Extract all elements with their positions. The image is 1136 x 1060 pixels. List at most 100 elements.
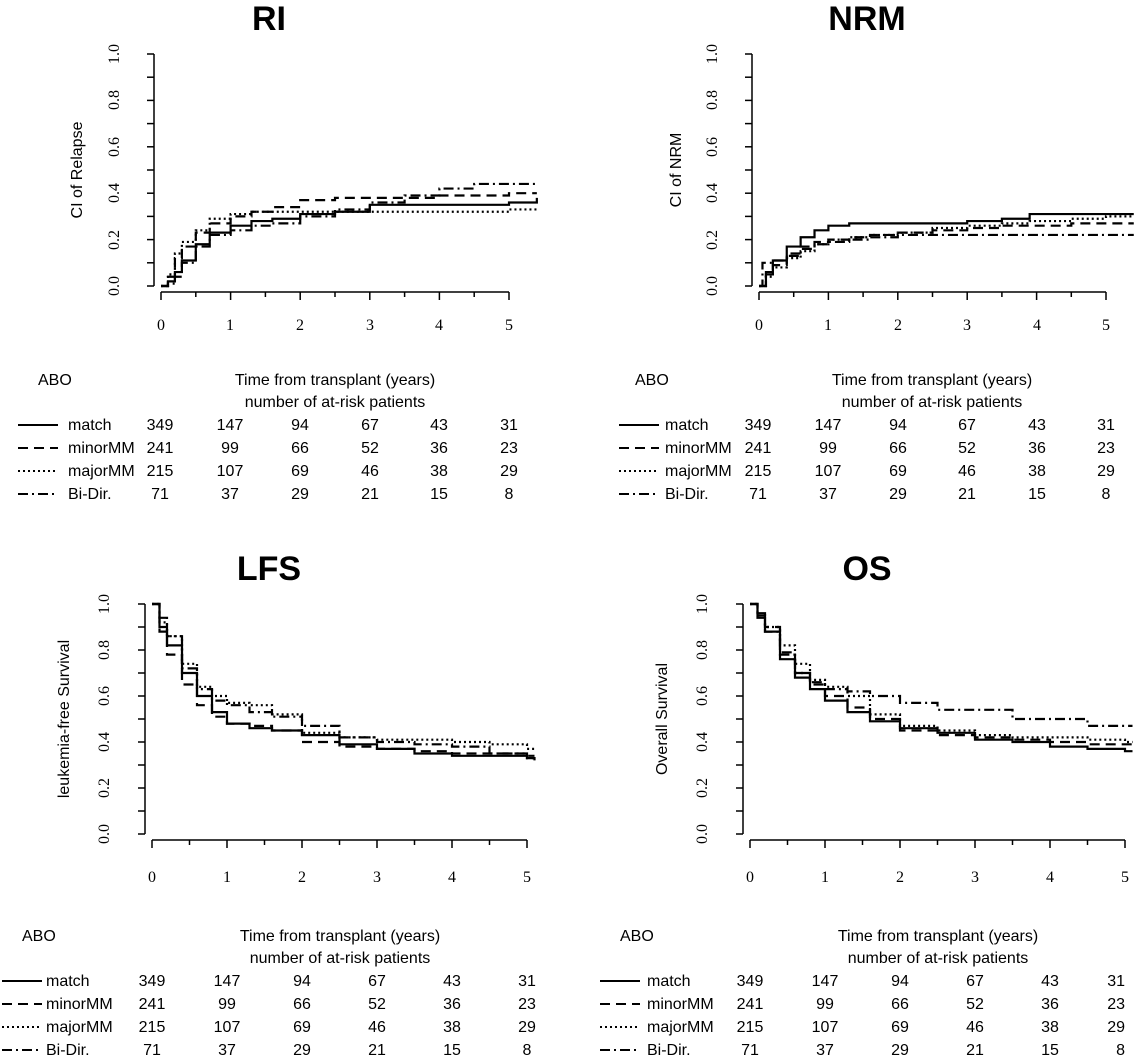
at-risk-count: 29: [293, 1042, 311, 1059]
chart-title: OS: [842, 550, 891, 588]
y-tick-label: 0.6: [96, 686, 113, 706]
at-risk-count: 147: [217, 417, 244, 434]
legend-label: Bi-Dir.: [665, 486, 709, 503]
plot-area-nrm: [745, 53, 1134, 300]
at-risk-count: 37: [218, 1042, 236, 1059]
at-risk-count: 43: [1028, 417, 1046, 434]
at-risk-count: 69: [891, 1019, 909, 1036]
at-risk-count: 46: [368, 1019, 386, 1036]
at-risk-count: 29: [1097, 463, 1115, 480]
x-tick-label: 2: [296, 317, 304, 334]
at-risk-count: 349: [737, 973, 764, 990]
at-risk-count: 29: [518, 1019, 536, 1036]
y-tick-label: 0.8: [704, 90, 721, 110]
y-axis-label: leukemia-free Survival: [56, 640, 73, 798]
at-risk-count: 29: [1107, 1019, 1125, 1036]
x-tick-label: 0: [148, 869, 156, 886]
risk-table-subheader: number of at-risk patients: [842, 394, 1023, 411]
chart-title: NRM: [828, 0, 905, 38]
at-risk-count: 36: [1041, 996, 1059, 1013]
x-tick-label: 0: [746, 869, 754, 886]
at-risk-count: 52: [361, 440, 379, 457]
at-risk-count: 349: [139, 973, 166, 990]
at-risk-count: 241: [139, 996, 166, 1013]
x-tick-label: 4: [448, 869, 456, 886]
at-risk-count: 38: [1028, 463, 1046, 480]
y-tick-label: 0.4: [694, 732, 711, 752]
at-risk-count: 94: [891, 973, 909, 990]
at-risk-count: 99: [221, 440, 239, 457]
series-line-majormm: [750, 602, 1133, 744]
at-risk-count: 94: [293, 973, 311, 990]
risk-group-label: ABO: [635, 372, 669, 389]
at-risk-count: 38: [1041, 1019, 1059, 1036]
legend-label: minorMM: [647, 996, 714, 1013]
x-tick-label: 5: [505, 317, 513, 334]
at-risk-count: 21: [361, 486, 379, 503]
x-tick-label: 4: [1046, 869, 1054, 886]
at-risk-count: 52: [966, 996, 984, 1013]
at-risk-count: 15: [430, 486, 448, 503]
x-tick-label: 4: [435, 317, 443, 334]
series-line-majormm: [759, 215, 1134, 288]
at-risk-count: 31: [1107, 973, 1125, 990]
y-tick-label: 0.8: [106, 90, 123, 110]
y-tick-label: 1.0: [694, 594, 711, 614]
at-risk-count: 215: [147, 463, 174, 480]
x-tick-labels: 0 1 2 3 4 5: [148, 869, 531, 886]
y-tick-label: 0.2: [106, 230, 123, 250]
x-tick-labels: 0 1 2 3 4 5: [157, 317, 513, 334]
x-axis-label: Time from transplant (years): [240, 928, 440, 945]
y-tick-label: 0.0: [704, 276, 721, 296]
y-tick-label: 0.4: [704, 183, 721, 203]
at-risk-count: 37: [816, 1042, 834, 1059]
at-risk-count: 241: [737, 996, 764, 1013]
at-risk-count: 66: [293, 996, 311, 1013]
y-tick-label: 0.6: [106, 137, 123, 157]
at-risk-count: 43: [1041, 973, 1059, 990]
x-tick-labels: 0 1 2 3 4 5: [746, 869, 1129, 886]
risk-group-label: ABO: [620, 928, 654, 945]
at-risk-count: 29: [889, 486, 907, 503]
series-line-bidir: [152, 602, 536, 761]
at-risk-count: 71: [151, 486, 169, 503]
risk-table-rows: match 349 147 94 67 43 31 minorMM 241 99 66 52 36 23 m…: [619, 417, 1115, 503]
at-risk-count: 241: [147, 440, 174, 457]
y-tick-label: 0.2: [694, 778, 711, 798]
legend-label: minorMM: [68, 440, 135, 457]
at-risk-count: 31: [518, 973, 536, 990]
at-risk-count: 15: [1041, 1042, 1059, 1059]
series-line-match: [161, 197, 538, 288]
x-tick-label: 0: [157, 317, 165, 334]
at-risk-count: 21: [966, 1042, 984, 1059]
series-line-bidir: [750, 602, 1133, 727]
legend-label: match: [647, 973, 691, 990]
at-risk-count: 215: [139, 1019, 166, 1036]
at-risk-count: 349: [147, 417, 174, 434]
at-risk-count: 71: [143, 1042, 161, 1059]
at-risk-count: 38: [443, 1019, 461, 1036]
at-risk-count: 15: [1028, 486, 1046, 503]
at-risk-count: 8: [1102, 486, 1111, 503]
at-risk-count: 23: [500, 440, 518, 457]
y-tick-labels: 0.0 0.2 0.4 0.6 0.8 1.0: [106, 44, 123, 296]
y-tick-label: 0.2: [704, 230, 721, 250]
at-risk-count: 31: [1097, 417, 1115, 434]
legend-label: Bi-Dir.: [68, 486, 112, 503]
risk-table-subheader: number of at-risk patients: [848, 950, 1029, 967]
at-risk-count: 8: [523, 1042, 532, 1059]
legend-label: match: [68, 417, 112, 434]
y-tick-label: 0.6: [704, 137, 721, 157]
at-risk-count: 349: [745, 417, 772, 434]
panel-os: OS Overall Survival 0.0 0.2 0.4 0.6 0.8 …: [600, 550, 1133, 1059]
at-risk-count: 38: [430, 463, 448, 480]
at-risk-count: 69: [291, 463, 309, 480]
at-risk-count: 67: [958, 417, 976, 434]
at-risk-count: 71: [741, 1042, 759, 1059]
risk-table-os: ABO Time from transplant (years) number …: [600, 928, 1125, 1059]
series-line-bidir: [759, 233, 1134, 288]
at-risk-count: 43: [430, 417, 448, 434]
legend-label: match: [46, 973, 90, 990]
series-line-bidir: [161, 182, 537, 288]
